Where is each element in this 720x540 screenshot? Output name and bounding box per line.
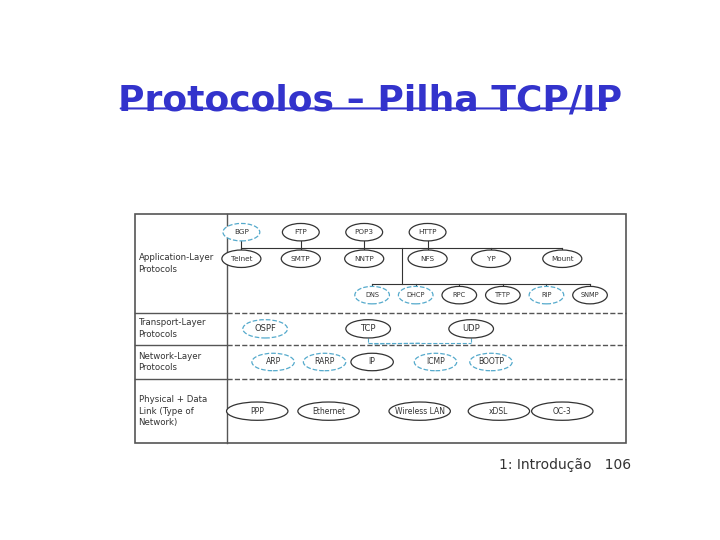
Ellipse shape (543, 250, 582, 267)
Text: IP: IP (369, 357, 376, 367)
Text: PPP: PPP (251, 407, 264, 416)
Text: RIP: RIP (541, 292, 552, 298)
Ellipse shape (408, 250, 447, 267)
Text: Ethernet: Ethernet (312, 407, 345, 416)
Bar (135, 214, 626, 443)
Text: RARP: RARP (315, 357, 335, 367)
Ellipse shape (298, 402, 359, 420)
Text: ICMP: ICMP (426, 357, 445, 367)
Text: OSPF: OSPF (254, 325, 276, 333)
Ellipse shape (472, 250, 510, 267)
Ellipse shape (223, 224, 260, 241)
Text: SNMP: SNMP (581, 292, 599, 298)
Text: Telnet: Telnet (230, 256, 252, 262)
Text: YP: YP (487, 256, 495, 262)
Text: NNTP: NNTP (354, 256, 374, 262)
Text: Transport-Layer
Protocols: Transport-Layer Protocols (138, 319, 206, 339)
Ellipse shape (531, 402, 593, 420)
Ellipse shape (572, 286, 608, 304)
Ellipse shape (227, 402, 288, 420)
Text: UDP: UDP (462, 325, 480, 333)
Ellipse shape (449, 320, 493, 338)
Text: Mount: Mount (551, 256, 574, 262)
Ellipse shape (303, 353, 346, 371)
Text: DHCP: DHCP (407, 292, 425, 298)
Ellipse shape (529, 286, 564, 304)
Text: BGP: BGP (234, 229, 249, 235)
Text: Protocolos – Pilha TCP/IP: Protocolos – Pilha TCP/IP (118, 84, 622, 118)
Ellipse shape (282, 224, 319, 241)
Text: TFTP: TFTP (495, 292, 510, 298)
Ellipse shape (282, 250, 320, 267)
Text: DNS: DNS (365, 292, 379, 298)
Text: xDSL: xDSL (489, 407, 508, 416)
Text: Network-Layer
Protocols: Network-Layer Protocols (138, 352, 202, 373)
Text: 1: Introdução   106: 1: Introdução 106 (499, 458, 631, 472)
Ellipse shape (442, 286, 477, 304)
Text: SMTP: SMTP (291, 256, 310, 262)
Text: OC-3: OC-3 (553, 407, 572, 416)
Text: HTTP: HTTP (418, 229, 437, 235)
Ellipse shape (355, 286, 390, 304)
Ellipse shape (222, 250, 261, 267)
Ellipse shape (351, 353, 393, 371)
Ellipse shape (346, 224, 382, 241)
Ellipse shape (398, 286, 433, 304)
Text: Application-Layer
Protocols: Application-Layer Protocols (138, 253, 214, 274)
Text: FTP: FTP (294, 229, 307, 235)
Ellipse shape (469, 353, 512, 371)
Ellipse shape (346, 320, 390, 338)
Text: NFS: NFS (420, 256, 435, 262)
Text: TCP: TCP (361, 325, 376, 333)
Ellipse shape (414, 353, 456, 371)
Text: ARP: ARP (266, 357, 281, 367)
Text: RPC: RPC (453, 292, 466, 298)
Text: BOOTP: BOOTP (478, 357, 504, 367)
Ellipse shape (389, 402, 450, 420)
Ellipse shape (409, 224, 446, 241)
Text: POP3: POP3 (355, 229, 374, 235)
Ellipse shape (252, 353, 294, 371)
Ellipse shape (243, 320, 287, 338)
Ellipse shape (345, 250, 384, 267)
Text: Physical + Data
Link (Type of
Network): Physical + Data Link (Type of Network) (138, 395, 207, 428)
Text: Wireless LAN: Wireless LAN (395, 407, 445, 416)
Ellipse shape (468, 402, 530, 420)
Ellipse shape (485, 286, 520, 304)
